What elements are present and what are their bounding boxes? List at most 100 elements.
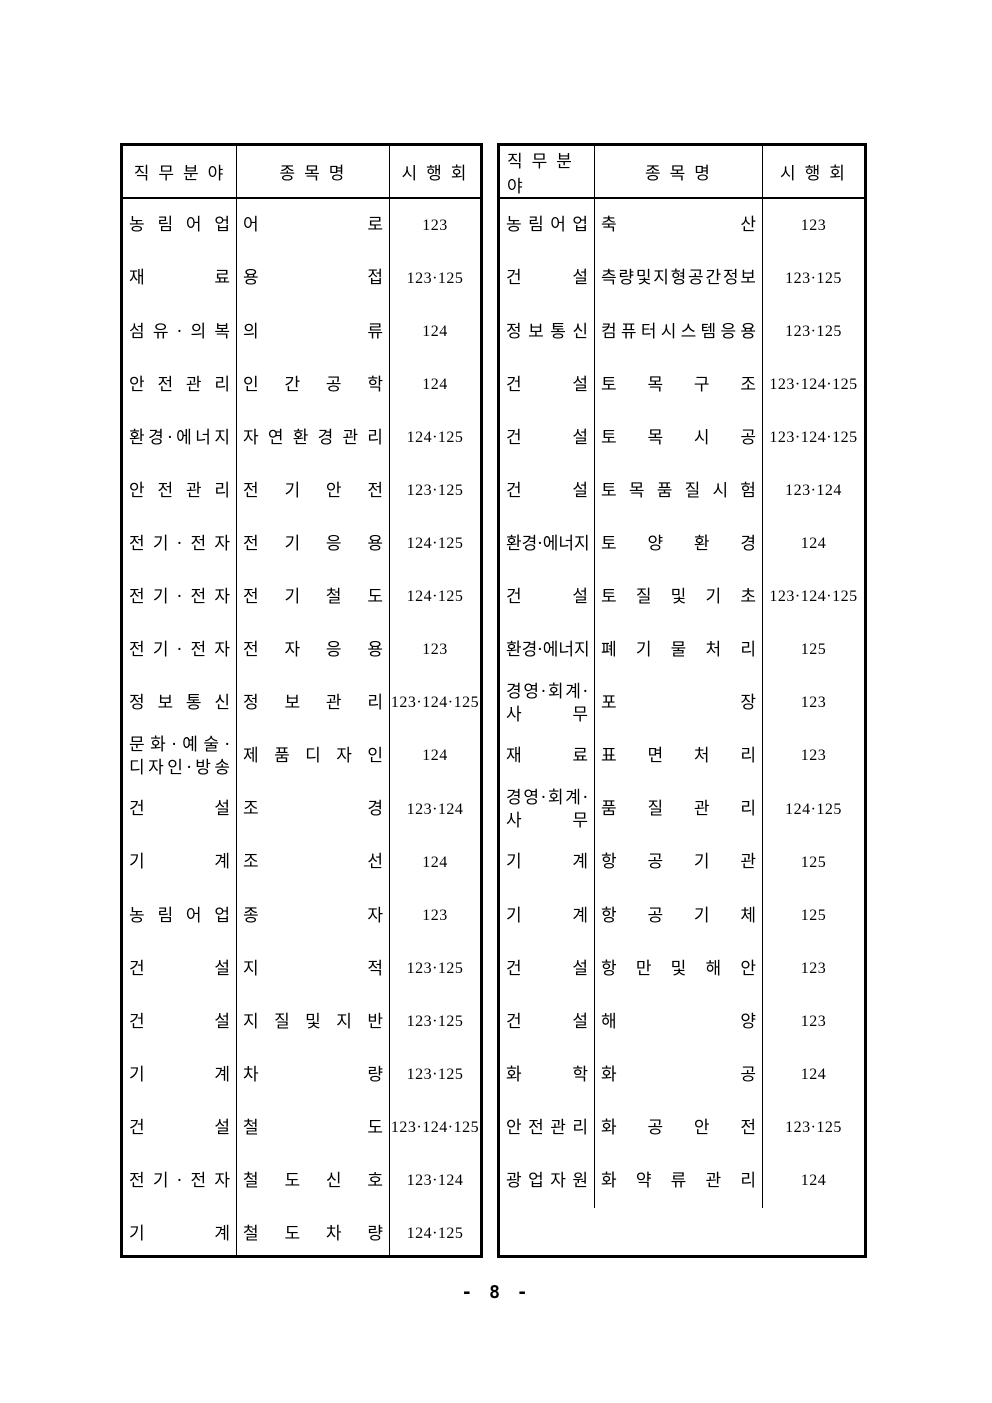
exam-session-cell-text: 125: [800, 853, 827, 871]
qualification-table-left: 직무분야 종목명 시행회 농 림 어 업 어 로 123 재 료 용 접 123·125 섬 유 · 의 복 의 류…: [120, 143, 483, 1258]
job-field-cell: 전 기 · 전 자: [123, 570, 237, 624]
job-field-cell: 경 영 · 회 계 · 사 무: [500, 676, 595, 730]
table-body: 농 림 어 업 어 로 123 재 료 용 접 123·125 섬 유 · 의 복 의 류 124 안 전 관 리 인 간 공 학 12…: [123, 199, 480, 1255]
exam-session-cell-text: 123·124·125: [769, 588, 858, 606]
exam-session-cell: 123·125: [390, 464, 480, 517]
table-row: 전 기 · 전 자 전 기 철 도 124·125: [123, 570, 480, 624]
exam-session-cell-text: 124: [800, 1172, 827, 1190]
exam-session-cell: 124·125: [763, 783, 864, 836]
job-field-cell: 환 경 · 에 너 지: [500, 517, 595, 571]
table-header-row: 직무분야 종목명 시행회: [123, 146, 480, 199]
exam-session-cell: 124: [390, 836, 480, 889]
exam-session-cell: 123·125: [390, 995, 480, 1048]
table-row: 안 전 관 리 화 공 안 전 123·125: [500, 1101, 864, 1155]
exam-session-cell-text: 123·125: [785, 269, 842, 287]
job-field-cell: 환 경 · 에 너 지: [123, 411, 237, 465]
exam-session-cell: 123: [763, 677, 864, 730]
exam-session-cell-text: 124: [800, 1066, 827, 1084]
job-field-cell-text: 환 경 · 에 너 지: [129, 427, 230, 448]
table-row: 건 설 측 량 및 지 형 공 간 정 보 123·125: [500, 252, 864, 306]
exam-session-cell-text: 123: [800, 959, 827, 977]
table-row: 전 기 · 전 자 철 도 신 호 123·124: [123, 1154, 480, 1208]
job-field-cell-text: 전 기 · 전 자: [129, 640, 230, 661]
exam-session-cell-text: 124·125: [406, 1225, 464, 1243]
exam-session-cell: 123: [763, 995, 864, 1048]
table-row: 경 영 · 회 계 · 사 무 포 장 123: [500, 676, 864, 730]
exam-session-cell: 123·124·125: [763, 358, 864, 411]
exam-session-cell: 124·125: [390, 411, 480, 464]
exam-session-cell-text: 123: [422, 216, 448, 234]
exam-session-cell-text: 123·125: [406, 269, 464, 287]
job-field-cell-text: 경 영 · 회 계 · 사 무: [506, 681, 588, 725]
exam-session-cell-text: 123: [800, 216, 827, 234]
exam-session-cell-text: 123·124: [406, 800, 464, 818]
table-row: 농 림 어 업 축 산 123: [500, 199, 864, 253]
exam-session-cell: 123: [763, 199, 864, 252]
exam-session-cell: 125: [763, 624, 864, 677]
exam-session-cell: 124: [763, 1049, 864, 1102]
column-header-subject-name: 종목명: [237, 146, 390, 197]
exam-session-cell: 123·124·125: [763, 571, 864, 624]
exam-session-cell-text: 123·124·125: [390, 694, 480, 712]
table-row: 환 경 · 에 너 지 토 양 환 경 124: [500, 517, 864, 571]
table-row: 건 설 철 도 123·124·125: [123, 1101, 480, 1155]
exam-session-cell-text: 123·125: [406, 959, 464, 977]
table-row: 건 설 지 적 123·125: [123, 942, 480, 996]
table-row: 건 설 조 경 123·124: [123, 783, 480, 837]
job-field-cell: 섬 유 · 의 복: [123, 305, 237, 359]
exam-session-cell-text: 123·124·125: [769, 428, 858, 446]
table-row: 기 계 항 공 기 관 125: [500, 836, 864, 890]
exam-session-cell-text: 123·124·125: [769, 375, 858, 393]
exam-session-cell: 123·125: [390, 1049, 480, 1102]
job-field-cell-text: 문 화 · 예 술 · 디 자 인 · 방 송: [129, 734, 230, 778]
job-field-cell-text: 전 기 · 전 자: [129, 587, 230, 607]
exam-session-cell: 123·124: [390, 783, 480, 836]
